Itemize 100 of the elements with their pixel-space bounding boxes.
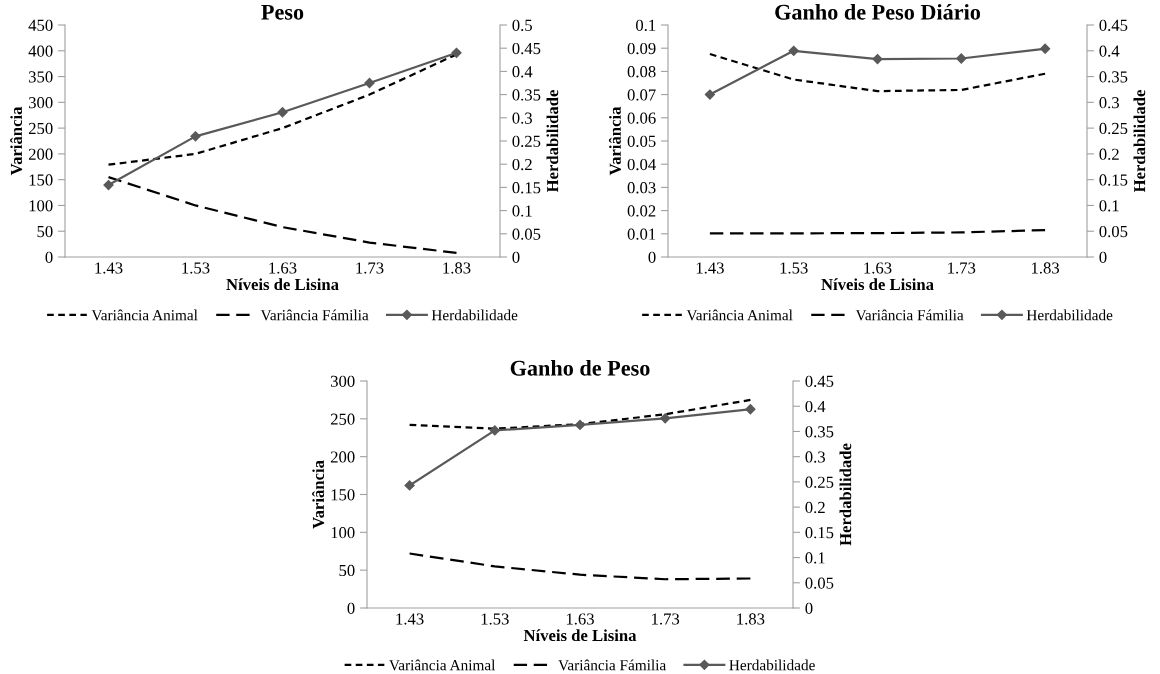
point [956, 53, 967, 64]
y2-tick-label: 0.25 [805, 476, 834, 488]
y2-tick-label: 0.05 [805, 577, 834, 589]
y-tick-label: 0.07 [627, 89, 656, 101]
line-series [408, 552, 752, 581]
legend-label: Variância Fámilia [260, 309, 369, 321]
y-tick-label: 250 [330, 413, 355, 425]
point [1039, 43, 1051, 54]
y-tick-label: 100 [29, 200, 53, 212]
line-series [708, 52, 1047, 93]
x-tick-label: 1.53 [780, 262, 808, 274]
y2-tick-label: 0.15 [805, 527, 834, 539]
y-tick-label: 0.08 [627, 66, 656, 78]
y-tick-label: 0 [347, 602, 355, 614]
y2-tick-label: 0.35 [512, 89, 541, 101]
y2-tick-label: 0.4 [1099, 45, 1120, 57]
y2-tick-label: 0.4 [805, 400, 826, 413]
y-tick-label: 300 [330, 375, 355, 387]
y-tick-label: 200 [28, 148, 53, 160]
y-tick-label: 0 [45, 251, 53, 263]
y-tick-label: 0.06 [627, 112, 656, 124]
y-tick-label: 300 [28, 97, 53, 109]
point [190, 131, 201, 142]
y-tick-label: 250 [28, 122, 53, 135]
y2-tick-label: 0.3 [1099, 97, 1119, 109]
x-tick-label: 1.63 [864, 262, 892, 274]
y2-axis-title: Herdabilidade [546, 90, 559, 193]
y-tick-label: 0.03 [627, 182, 656, 194]
point [788, 45, 799, 56]
y-tick-label: 350 [28, 71, 53, 83]
y2-tick-label: 0.05 [512, 228, 541, 240]
y-tick-label: 0.04 [627, 158, 656, 171]
legend-label: Variância Fámilia [558, 659, 666, 671]
point [745, 404, 756, 415]
point [660, 413, 671, 424]
y-axis-title: Variância [608, 106, 621, 176]
y2-tick-label: 0.1 [805, 552, 825, 564]
x-axis-title: Níveis de Lisina [226, 278, 339, 291]
point [404, 480, 415, 491]
x-tick-label: 1.43 [95, 262, 123, 274]
y-tick-label: 0.05 [627, 135, 656, 148]
y-tick-label: 0.02 [627, 205, 656, 217]
y-tick-label: 150 [331, 489, 355, 501]
y2-tick-label: 0.1 [512, 205, 532, 217]
y2-tick-label: 0.35 [805, 426, 834, 438]
point [574, 419, 586, 431]
x-tick-label: 1.63 [566, 613, 594, 625]
y2-tick-label: 0 [512, 251, 520, 263]
y2-tick-label: 0 [1099, 251, 1107, 263]
y-tick-label: 50 [339, 564, 355, 577]
legend-label: Variância Animal [389, 659, 496, 671]
y2-tick-label: 0.2 [1099, 148, 1119, 160]
y-tick-label: 0.01 [627, 228, 656, 240]
y-axis-title: Variância [10, 106, 23, 176]
y-axis-title: Variância [312, 460, 325, 529]
y-tick-label: 50 [37, 225, 53, 238]
y2-tick-label: 0.3 [805, 451, 825, 463]
x-tick-label: 1.73 [948, 262, 976, 274]
legend-label: Variância Animal [91, 309, 198, 321]
chart-title: Peso [261, 4, 304, 20]
point [277, 107, 288, 118]
y2-axis-title: Herdabilidade [1133, 90, 1146, 193]
x-axis-title: Níveis de Lisina [821, 278, 934, 291]
x-tick-label: 1.43 [396, 613, 424, 625]
legend-label: Variância Animal [686, 309, 793, 321]
y2-tick-label: 0.45 [805, 375, 834, 388]
x-tick-label: 1.73 [356, 262, 384, 274]
y2-tick-label: 0.25 [1099, 122, 1128, 135]
x-tick-label: 1.53 [182, 262, 210, 274]
y2-tick-label: 0.05 [1099, 225, 1128, 238]
y-tick-label: 150 [29, 174, 53, 186]
y-tick-label: 450 [28, 19, 53, 31]
x-tick-label: 1.83 [1031, 262, 1060, 274]
chart-title: Ganho de Peso [510, 360, 650, 376]
y2-tick-label: 0.45 [512, 42, 541, 55]
legend-label: Herdabilidade [431, 309, 518, 321]
y-tick-label: 100 [331, 527, 355, 539]
point [489, 425, 500, 436]
y2-tick-label: 0.1 [1099, 200, 1119, 212]
x-tick-label: 1.73 [652, 613, 680, 625]
y2-tick-label: 0.25 [512, 135, 541, 148]
x-tick-label: 1.63 [269, 262, 297, 274]
legend-label: Herdabilidade [1026, 309, 1113, 321]
y2-tick-label: 0.15 [512, 182, 541, 194]
y2-tick-label: 0.15 [1099, 174, 1128, 186]
x-tick-label: 1.83 [737, 613, 765, 625]
chart-title: Ganho de Peso Diário [775, 4, 981, 20]
y2-tick-label: 0.2 [512, 158, 532, 171]
y2-tick-label: 0 [805, 602, 813, 614]
y2-tick-label: 0.4 [512, 66, 533, 78]
x-axis-title: Níveis de Lisina [523, 629, 637, 642]
y-tick-label: 200 [330, 451, 355, 463]
x-tick-label: 1.53 [481, 613, 509, 625]
y-tick-label: 400 [28, 45, 53, 57]
y2-axis-title: Herdabilidade [839, 443, 852, 546]
x-tick-label: 1.83 [443, 262, 471, 274]
legend-label: Herdabilidade [729, 659, 815, 671]
y2-tick-label: 0.2 [805, 501, 825, 514]
legend-label: Variância Fámilia [855, 309, 964, 321]
x-tick-label: 1.43 [696, 262, 724, 274]
